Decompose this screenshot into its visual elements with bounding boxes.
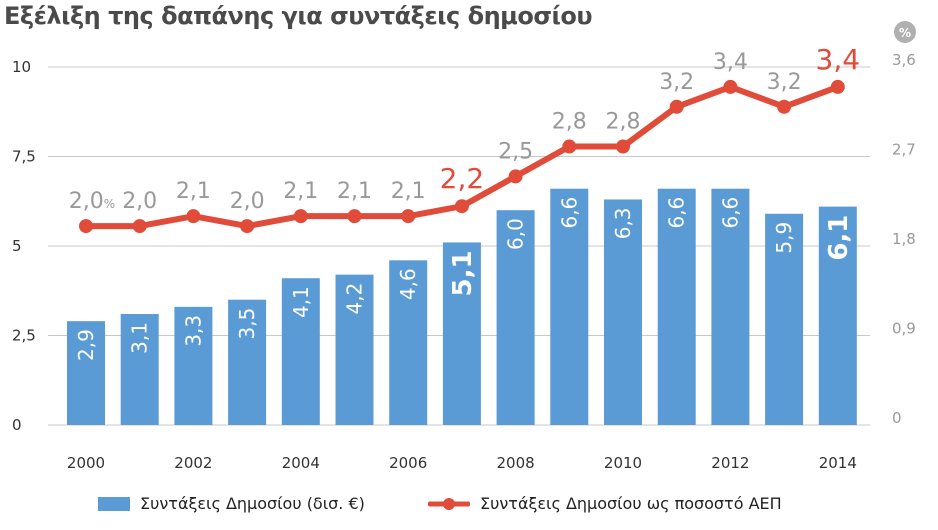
bar-label: 6,6	[557, 197, 581, 229]
line-point	[723, 79, 738, 94]
line-point	[132, 219, 147, 234]
line-point	[240, 219, 255, 234]
left-tick-label: 2,5	[12, 327, 36, 345]
left-tick-label: 5	[12, 237, 22, 255]
line-point	[777, 99, 792, 114]
bar-label: 3,1	[128, 322, 152, 354]
bar-label: 4,6	[396, 268, 420, 300]
line-point	[830, 79, 845, 94]
x-tick-label: 2012	[711, 454, 749, 472]
bar	[120, 314, 159, 425]
line-label: 3,4	[816, 43, 861, 76]
bar	[818, 206, 857, 425]
line-point	[508, 169, 523, 184]
bar-label: 5,9	[772, 222, 796, 254]
right-tick-label: 3,6	[892, 51, 916, 69]
line-label: 2,1	[176, 179, 211, 204]
line-point	[347, 209, 362, 224]
left-tick-label: 0	[12, 416, 22, 434]
bar	[335, 274, 374, 425]
line-point	[401, 209, 416, 224]
bar	[550, 188, 589, 425]
left-tick-label: 10	[12, 58, 31, 76]
bar-label: 4,2	[343, 283, 367, 315]
x-tick-label: 2008	[497, 454, 535, 472]
bar-label: 6,0	[504, 218, 528, 250]
x-tick-label: 2010	[604, 454, 642, 472]
right-tick-label: 1,8	[892, 230, 916, 248]
line-label: 2,2	[440, 162, 485, 195]
line-point	[454, 199, 469, 214]
legend-item-line: Συντάξεις Δημοσίου ως ποσοστό ΑΕΠ	[428, 494, 782, 513]
chart-title: Εξέλιξη της δαπάνης για συντάξεις δημοσί…	[4, 2, 593, 30]
x-tick-label: 2000	[67, 454, 105, 472]
bar	[765, 213, 804, 425]
line-label: 2,5	[498, 139, 533, 164]
bar	[389, 260, 428, 425]
bar	[657, 188, 696, 425]
bar	[228, 299, 267, 425]
x-tick-label: 2002	[174, 454, 212, 472]
bar-label: 3,3	[181, 315, 205, 347]
legend-line-label: Συντάξεις Δημοσίου ως ποσοστό ΑΕΠ	[480, 494, 782, 513]
right-tick-label: 0,9	[892, 320, 916, 338]
line-label: 2,0	[230, 189, 265, 214]
bar	[711, 188, 750, 425]
bar-label: 2,9	[74, 329, 98, 361]
line-label: 2,0%	[69, 189, 115, 214]
line-label: 3,2	[659, 70, 694, 95]
unit-label: %	[899, 26, 911, 40]
line-label: 2,1	[283, 179, 318, 204]
line-label: 2,0	[122, 189, 157, 214]
line-point	[186, 209, 201, 224]
bar	[496, 210, 535, 425]
right-tick-label: 0	[892, 409, 902, 427]
line-label: 2,8	[552, 110, 587, 135]
bar	[604, 199, 642, 425]
line-point	[562, 139, 577, 154]
bar	[442, 242, 481, 425]
line-label: 3,2	[767, 70, 802, 95]
bar-label: 6,1	[824, 215, 854, 261]
line-label: 3,4	[713, 50, 748, 75]
bar-label: 3,5	[235, 308, 259, 340]
x-tick-label: 2006	[389, 454, 427, 472]
line-label: 2,8	[606, 110, 641, 135]
bar-label: 6,6	[665, 197, 689, 229]
line-point	[616, 139, 630, 154]
legend-item-bars: Συντάξεις Δημοσίου (δισ. €)	[98, 494, 365, 513]
right-tick-label: 2,7	[892, 141, 916, 159]
line-label: 2,1	[391, 179, 426, 204]
line-point	[669, 99, 684, 114]
bar	[174, 306, 213, 425]
bar	[281, 278, 320, 425]
left-tick-label: 7,5	[12, 148, 36, 166]
legend-bar-swatch	[98, 496, 130, 511]
x-tick-label: 2014	[819, 454, 857, 472]
bar-label: 6,3	[611, 207, 635, 239]
line-point	[293, 209, 308, 224]
legend-line-swatch	[428, 497, 470, 510]
line-point	[79, 219, 93, 234]
bar-label: 6,6	[718, 197, 742, 229]
bar-label: 4,1	[289, 286, 313, 318]
bar	[67, 321, 105, 425]
x-tick-label: 2004	[282, 454, 320, 472]
legend-bar-label: Συντάξεις Δημοσίου (δισ. €)	[140, 494, 365, 513]
bar-label: 5,1	[448, 250, 478, 296]
unit-badge	[894, 21, 916, 43]
line-label: 2,1	[337, 179, 372, 204]
